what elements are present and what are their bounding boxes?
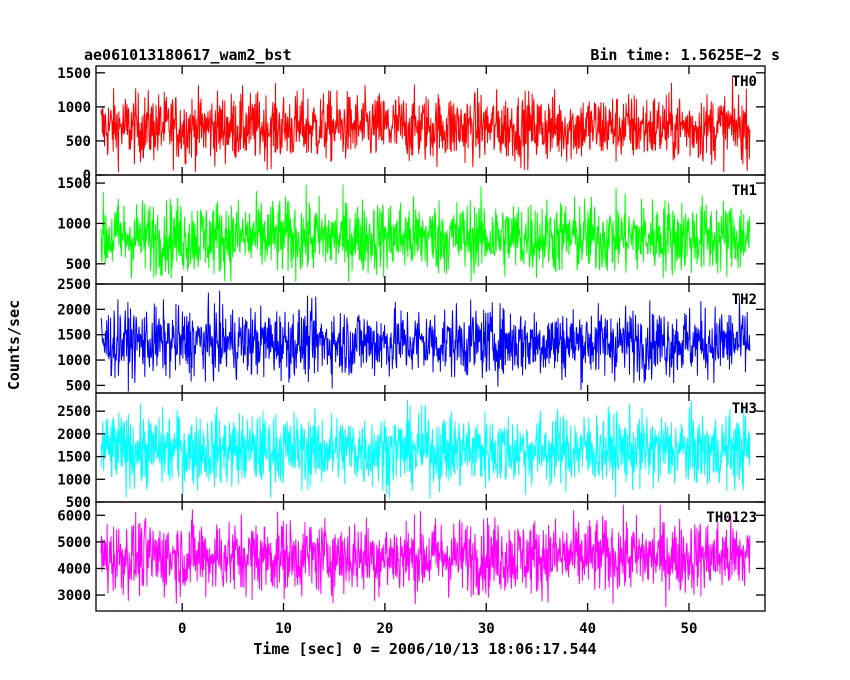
y-tick-label: 1500 — [57, 176, 91, 192]
chart-title-left: ae061013180617_wam2_bst — [84, 46, 292, 64]
y-tick-label: 1000 — [57, 100, 91, 116]
x-tick-label: 10 — [275, 621, 292, 637]
panel-th0123: 3000 4000 5000 6000 TH0123 — [57, 501, 766, 612]
panel-label-th0123: TH0123 — [706, 510, 757, 526]
x-tick-label: 40 — [579, 621, 596, 637]
x-tick-label: 20 — [376, 621, 393, 637]
panel-th1: 500 1000 1500 TH1 — [57, 174, 766, 285]
panel-label-th0: TH0 — [732, 74, 757, 90]
panel-label-th2: TH2 — [732, 292, 757, 308]
y-tick-label: 500 — [66, 495, 91, 511]
panel-frame — [95, 501, 766, 612]
x-tick-label: 30 — [478, 621, 495, 637]
y-tick-label: 2000 — [57, 427, 91, 443]
y-tick-label: 1500 — [57, 328, 91, 344]
y-tick-label: 500 — [66, 134, 91, 150]
series-line-th2 — [100, 290, 751, 392]
y-axis-label: Counts/sec — [5, 300, 23, 390]
panel-th3: 500 1000 1500 2000 2500 TH3 — [57, 392, 766, 511]
panel-th2: 500 1000 1500 2000 2500 TH2 — [57, 277, 766, 394]
y-tick-label: 1000 — [57, 216, 91, 232]
series-line-th0123 — [100, 504, 751, 608]
y-tick-label: 500 — [66, 378, 91, 394]
y-tick-label: 1500 — [57, 66, 91, 82]
y-tick-label: 500 — [66, 257, 91, 273]
series-line-th3 — [100, 399, 751, 499]
y-tick-label: 2000 — [57, 302, 91, 318]
y-tick-label: 6000 — [57, 508, 91, 524]
y-tick-label: 3000 — [57, 588, 91, 604]
x-tick-label: 0 — [178, 621, 186, 637]
y-tick-label: 0 — [83, 168, 91, 184]
panel-label-th3: TH3 — [732, 401, 757, 417]
panel-th0: 0 500 1000 1500 TH0 — [57, 65, 766, 184]
x-tick-label: 50 — [681, 621, 698, 637]
x-axis: 0 10 20 30 40 50 — [178, 621, 697, 637]
y-tick-label: 2500 — [57, 277, 91, 293]
y-tick-label: 2500 — [57, 404, 91, 420]
series-line-th0 — [100, 77, 751, 173]
y-tick-label: 1000 — [57, 472, 91, 488]
x-axis-label: Time [sec] 0 = 2006/10/13 18:06:17.544 — [253, 640, 596, 658]
y-tick-label: 5000 — [57, 535, 91, 551]
y-tick-label: 1500 — [57, 450, 91, 466]
chart-title-right: Bin time: 1.5625E−2 s — [590, 46, 780, 64]
y-tick-label: 1000 — [57, 353, 91, 369]
y-tick-label: 4000 — [57, 561, 91, 577]
panel-label-th1: TH1 — [732, 183, 757, 199]
panels: 0 500 1000 1500 TH0 500 1000 1500 TH1 500 1000 1500… — [57, 65, 766, 612]
series-line-th1 — [100, 184, 751, 282]
